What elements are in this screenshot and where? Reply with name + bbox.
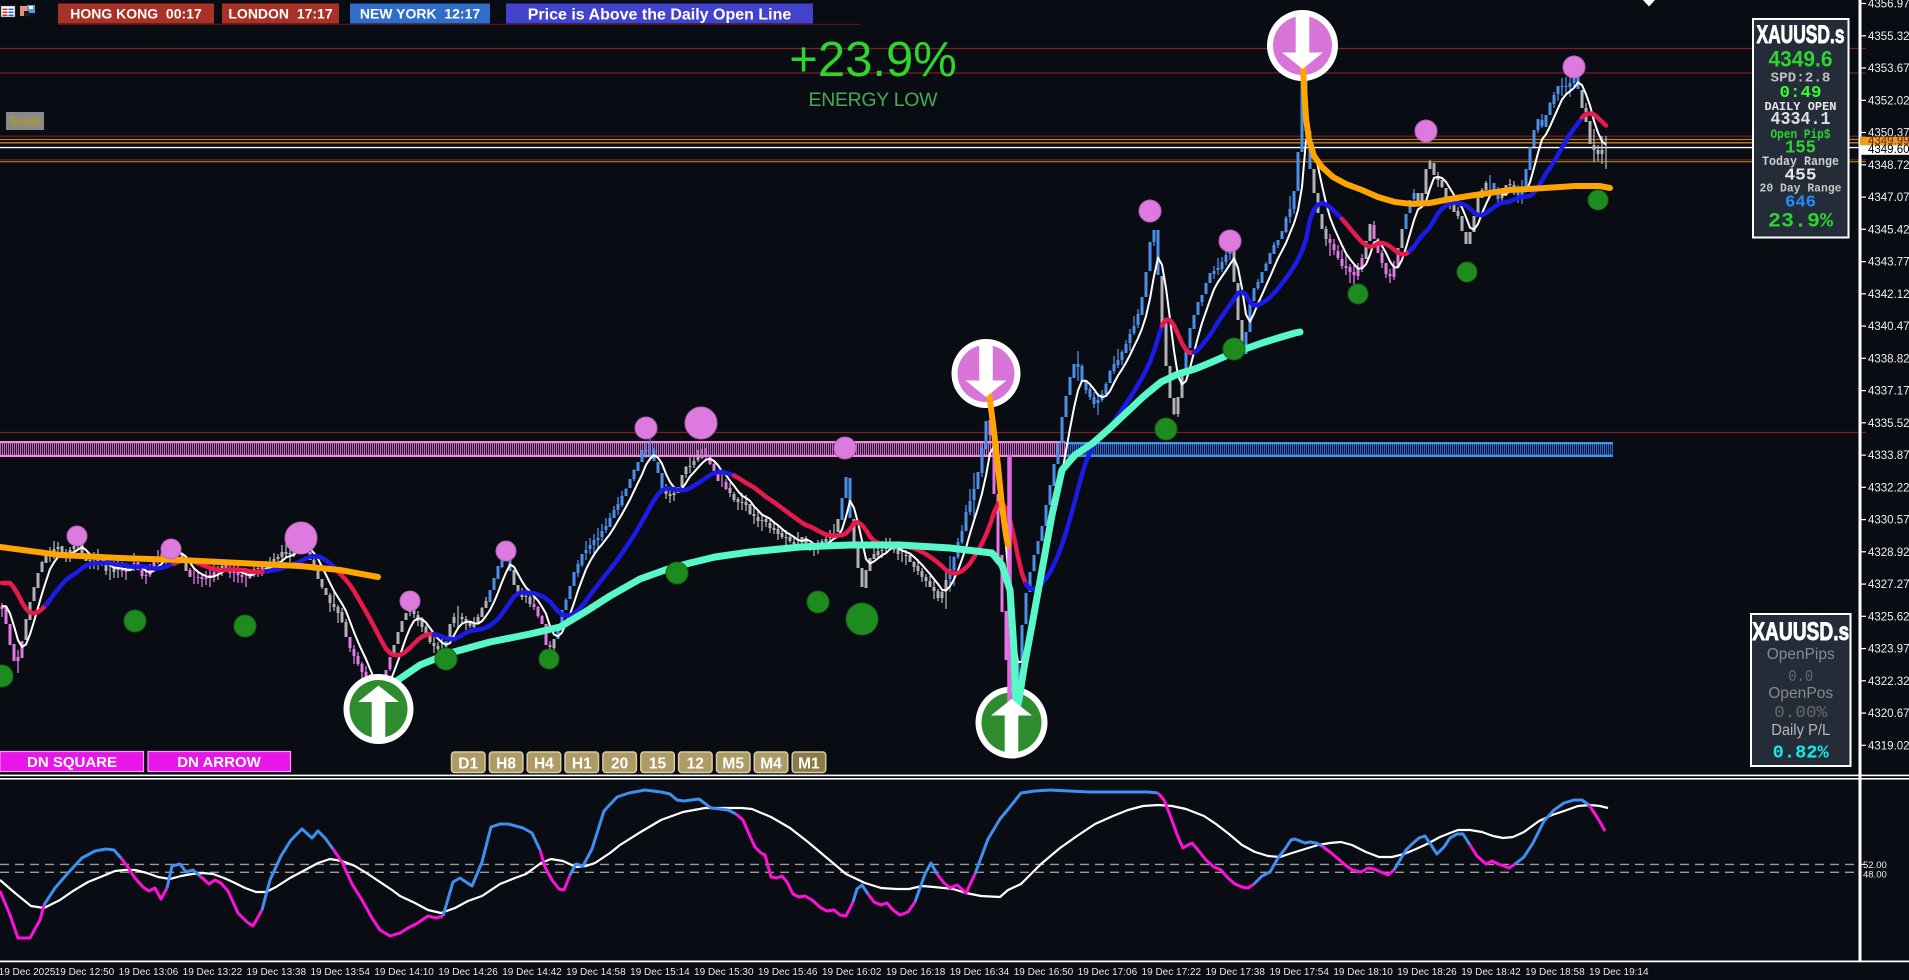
svg-text:Daily P/L: Daily P/L — [1771, 722, 1830, 739]
svg-text:4323.97: 4323.97 — [1868, 644, 1909, 656]
svg-text:15: 15 — [649, 756, 667, 773]
svg-text:SPD:2.8: SPD:2.8 — [1771, 71, 1831, 87]
svg-text:20 Day Range: 20 Day Range — [1760, 182, 1842, 196]
svg-text:23.9%: 23.9% — [1768, 211, 1834, 234]
svg-text:4353.67: 4353.67 — [1868, 63, 1909, 75]
svg-text:19 Dec 15:30: 19 Dec 15:30 — [694, 967, 754, 978]
svg-text:455: 455 — [1785, 167, 1817, 186]
svg-text:4320.67: 4320.67 — [1868, 708, 1909, 720]
svg-text:19 Dec 17:38: 19 Dec 17:38 — [1205, 967, 1265, 978]
svg-text:20: 20 — [611, 756, 628, 773]
svg-text:4322.32: 4322.32 — [1868, 676, 1909, 688]
svg-text:19 Dec 2025: 19 Dec 2025 — [0, 967, 56, 978]
svg-text:HONG KONG 00:17: HONG KONG 00:17 — [70, 6, 202, 22]
svg-text:4330.57: 4330.57 — [1868, 515, 1909, 527]
svg-text:19 Dec 17:06: 19 Dec 17:06 — [1078, 967, 1138, 978]
svg-text:4332.22: 4332.22 — [1868, 482, 1909, 494]
svg-text:DN SQUARE: DN SQUARE — [27, 754, 117, 771]
svg-text:646: 646 — [1785, 194, 1816, 213]
svg-text:4352.02: 4352.02 — [1868, 95, 1909, 107]
svg-text:19 Dec 17:22: 19 Dec 17:22 — [1142, 967, 1202, 978]
svg-text:0.82%: 0.82% — [1773, 744, 1829, 764]
svg-text:DAILY OPEN: DAILY OPEN — [1765, 100, 1837, 114]
svg-text:DN ARROW: DN ARROW — [177, 754, 261, 771]
svg-text:D1: D1 — [458, 756, 478, 773]
svg-text:4347.07: 4347.07 — [1868, 192, 1909, 204]
svg-text:0.00%: 0.00% — [1774, 704, 1828, 723]
svg-text:19 Dec 16:02: 19 Dec 16:02 — [822, 967, 882, 978]
svg-text:19 Dec 13:54: 19 Dec 13:54 — [310, 967, 370, 978]
svg-text:19 Dec 14:42: 19 Dec 14:42 — [502, 967, 562, 978]
svg-text:4327.27: 4327.27 — [1868, 579, 1909, 591]
svg-text:52.00: 52.00 — [1863, 860, 1887, 871]
svg-text:19 Dec 16:18: 19 Dec 16:18 — [886, 967, 946, 978]
svg-text:19 Dec 14:26: 19 Dec 14:26 — [438, 967, 498, 978]
svg-text:+23.9%: +23.9% — [789, 33, 957, 87]
svg-text:4334.1: 4334.1 — [1771, 110, 1831, 130]
svg-text:19 Dec 15:46: 19 Dec 15:46 — [758, 967, 818, 978]
svg-text:4333.87: 4333.87 — [1868, 450, 1909, 462]
svg-text:XAUUSD.s: XAUUSD.s — [1752, 618, 1849, 646]
svg-text:4348.72: 4348.72 — [1868, 160, 1909, 172]
svg-text:H1: H1 — [572, 756, 592, 773]
svg-text:19 Dec 15:14: 19 Dec 15:14 — [630, 967, 690, 978]
svg-text:19 Dec 12:50: 19 Dec 12:50 — [55, 967, 115, 978]
svg-text:48.00: 48.00 — [1863, 870, 1887, 881]
svg-text:NEW YORK 12:17: NEW YORK 12:17 — [360, 6, 481, 22]
svg-text:4325.62: 4325.62 — [1868, 611, 1909, 623]
svg-text:4355.32: 4355.32 — [1868, 31, 1909, 43]
svg-text:Today Range: Today Range — [1762, 155, 1839, 169]
svg-text:19 Dec 18:26: 19 Dec 18:26 — [1397, 967, 1457, 978]
svg-text:155: 155 — [1785, 139, 1816, 159]
svg-text:19 Dec 18:10: 19 Dec 18:10 — [1333, 967, 1393, 978]
svg-text:M4: M4 — [760, 756, 782, 773]
svg-text:M5: M5 — [722, 756, 744, 773]
svg-text:LONDON 17:17: LONDON 17:17 — [228, 6, 332, 22]
svg-text:4337.17: 4337.17 — [1868, 386, 1909, 398]
svg-text:0:49: 0:49 — [1780, 84, 1822, 103]
svg-text:0.0: 0.0 — [1788, 668, 1813, 687]
svg-text:19 Dec 13:22: 19 Dec 13:22 — [183, 967, 243, 978]
svg-text:19 Dec 18:42: 19 Dec 18:42 — [1461, 967, 1521, 978]
svg-text:19 Dec 16:50: 19 Dec 16:50 — [1014, 967, 1074, 978]
svg-text:XAUUSD.s: XAUUSD.s — [1757, 21, 1845, 49]
svg-text:19 Dec 19:14: 19 Dec 19:14 — [1589, 967, 1649, 978]
svg-text:4356.97: 4356.97 — [1868, 0, 1909, 11]
svg-text:4345.42: 4345.42 — [1868, 224, 1909, 236]
svg-text:4338.82: 4338.82 — [1868, 353, 1909, 365]
svg-text:19 Dec 13:38: 19 Dec 13:38 — [247, 967, 307, 978]
svg-text:19 Dec 13:06: 19 Dec 13:06 — [119, 967, 179, 978]
svg-text:4342.12: 4342.12 — [1868, 289, 1909, 301]
svg-text:19 Dec 16:34: 19 Dec 16:34 — [950, 967, 1010, 978]
svg-text:19 Dec 14:10: 19 Dec 14:10 — [374, 967, 434, 978]
svg-text:H8: H8 — [496, 756, 516, 773]
svg-text:4328.92: 4328.92 — [1868, 547, 1909, 559]
svg-text:4343.77: 4343.77 — [1868, 257, 1909, 269]
svg-text:19 Dec 14:58: 19 Dec 14:58 — [566, 967, 626, 978]
svg-text:ENERGY LOW: ENERGY LOW — [809, 89, 939, 111]
svg-text:M1: M1 — [798, 756, 820, 773]
svg-text:Scale: Scale — [9, 115, 40, 129]
svg-text:4340.47: 4340.47 — [1868, 321, 1909, 333]
svg-text:Open Pip$: Open Pip$ — [1771, 128, 1831, 142]
svg-text:4335.52: 4335.52 — [1868, 418, 1909, 430]
svg-text:OpenPos: OpenPos — [1768, 685, 1833, 702]
svg-text:4349.99: 4349.99 — [1868, 135, 1909, 147]
svg-text:19 Dec 17:54: 19 Dec 17:54 — [1269, 967, 1329, 978]
svg-text:4349.6: 4349.6 — [1769, 47, 1833, 72]
svg-text:OpenPips: OpenPips — [1767, 646, 1835, 663]
svg-text:4350.37: 4350.37 — [1868, 128, 1909, 140]
svg-text:12: 12 — [687, 756, 704, 773]
svg-text:19 Dec 18:58: 19 Dec 18:58 — [1525, 967, 1585, 978]
svg-text:4349.60: 4349.60 — [1868, 144, 1909, 156]
svg-text:4319.02: 4319.02 — [1868, 740, 1909, 752]
svg-text:Price is Above the Daily Open: Price is Above the Daily Open Line — [528, 6, 792, 23]
svg-text:H4: H4 — [534, 756, 554, 773]
